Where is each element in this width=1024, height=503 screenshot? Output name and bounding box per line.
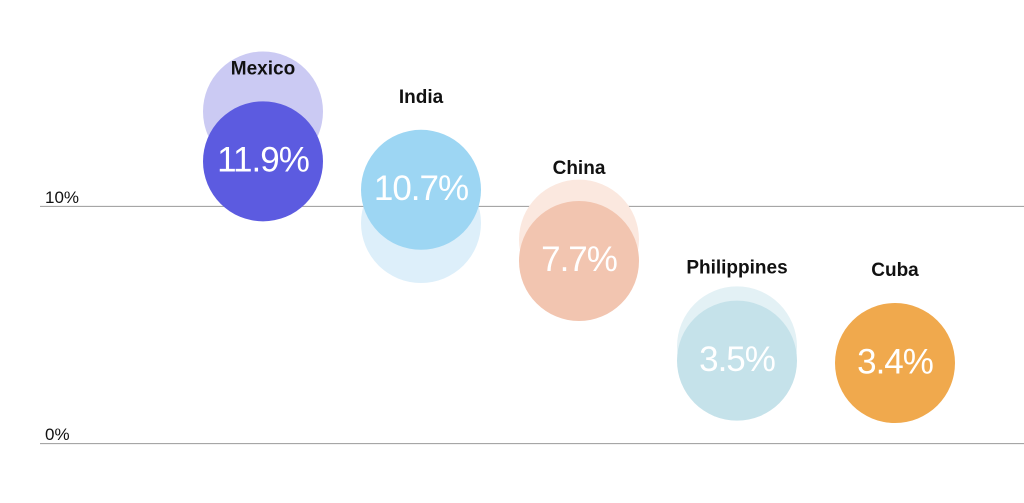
category-label: China (553, 158, 606, 179)
category-label: Philippines (686, 258, 787, 279)
value-label: 3.5% (699, 340, 775, 379)
bubble (519, 200, 639, 321)
bubble (203, 101, 323, 222)
value-label: 3.4% (857, 342, 933, 381)
value-label: 10.7% (374, 169, 468, 208)
value-label: 11.9% (217, 141, 309, 180)
value-label: 7.7% (541, 240, 617, 279)
category-label: India (399, 87, 444, 108)
bubble (835, 303, 955, 424)
bubble (361, 129, 481, 250)
y-tick-label: 10% (45, 188, 79, 207)
y-tick-label: 0% (45, 425, 70, 444)
category-label: Cuba (871, 260, 919, 281)
category-label: Mexico (231, 58, 295, 79)
bubble (677, 300, 797, 421)
